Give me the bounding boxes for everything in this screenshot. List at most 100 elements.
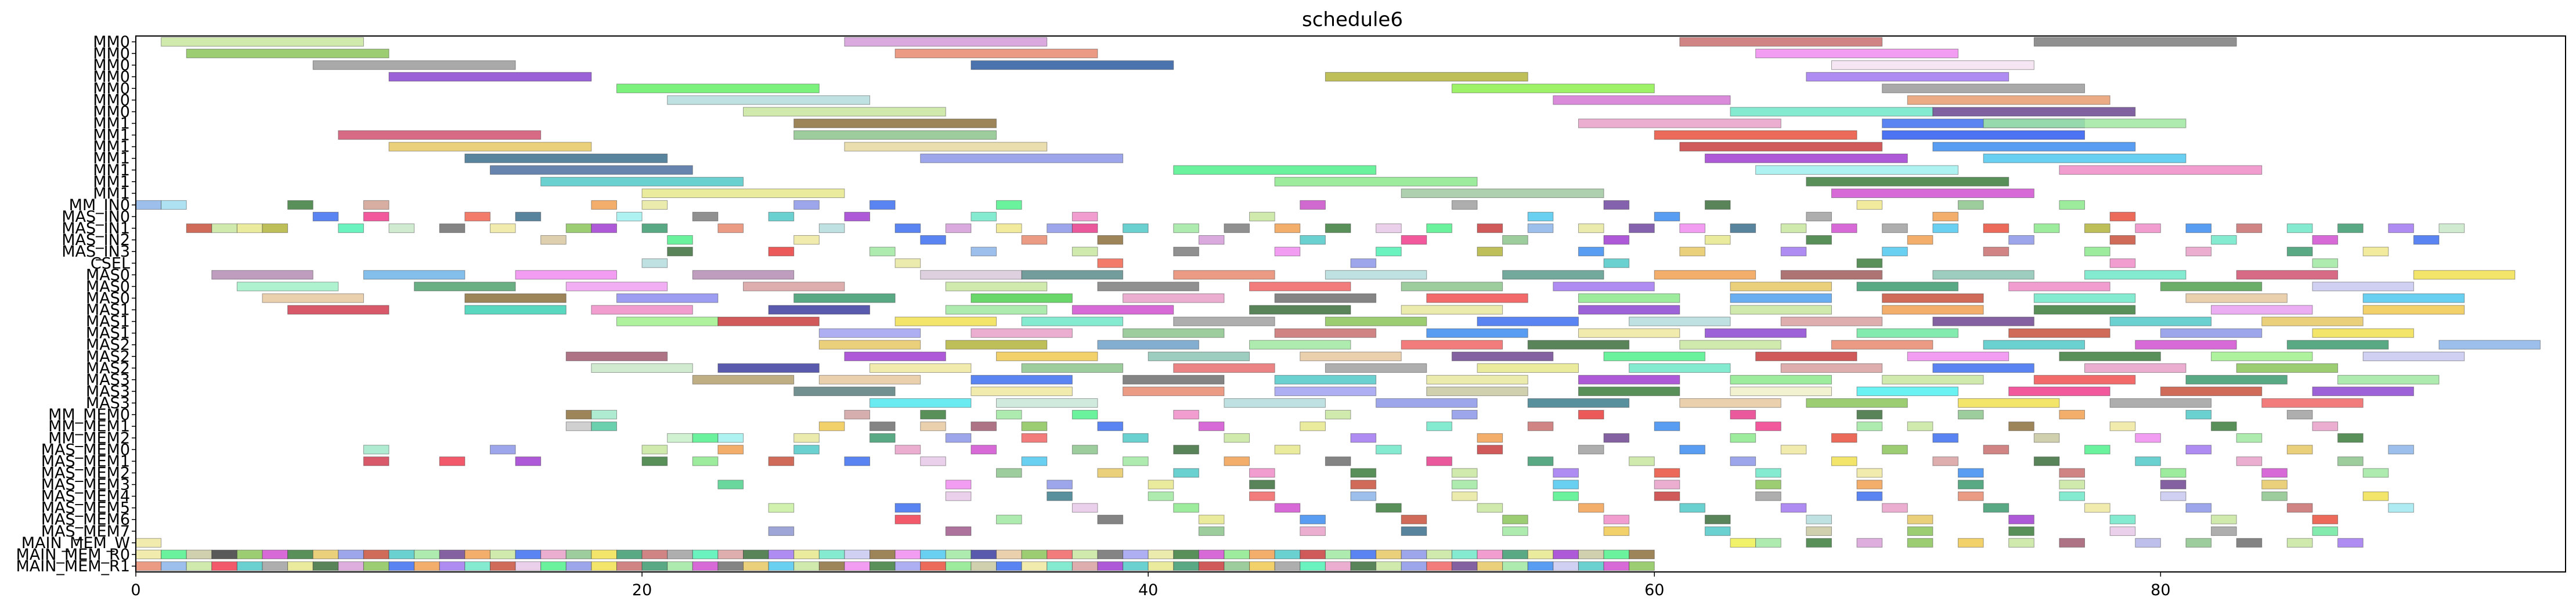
task-bar — [2362, 351, 2465, 361]
task-bar — [2084, 445, 2110, 455]
task-bar — [2236, 223, 2263, 233]
task-bar — [768, 549, 795, 560]
task-bar — [1198, 526, 1225, 536]
task-bar — [1679, 223, 1705, 233]
task-bar — [388, 223, 415, 233]
task-bar — [1755, 491, 1781, 501]
task-bar — [1806, 235, 1832, 245]
task-bar — [1426, 375, 1528, 385]
task-bar — [1527, 340, 1630, 350]
task-bar — [768, 526, 795, 536]
task-bar — [1856, 538, 1883, 548]
task-bar — [1578, 503, 1604, 513]
task-bar — [970, 375, 1073, 385]
task-bar — [186, 48, 389, 59]
task-bar — [1097, 422, 1124, 431]
task-bar — [2109, 235, 2136, 245]
task-bar — [1629, 316, 1731, 326]
task-bar — [2008, 282, 2110, 291]
task-bar — [2008, 526, 2034, 536]
task-bar — [2135, 223, 2161, 233]
task-bar — [1831, 340, 1933, 350]
task-bar — [1553, 282, 1655, 291]
task-bar — [1527, 456, 1554, 466]
task-bar — [717, 223, 744, 233]
task-bar — [1148, 561, 1174, 571]
task-bar — [1097, 235, 1124, 245]
x-tick-label: 0 — [131, 581, 140, 599]
task-bar — [2135, 538, 2161, 548]
task-bar — [2362, 491, 2389, 501]
task-bar — [1249, 480, 1275, 489]
task-bar — [1882, 247, 1908, 257]
task-bar — [1603, 549, 1630, 560]
task-bar — [2185, 538, 2212, 548]
task-bar — [2211, 422, 2237, 431]
task-bar — [1983, 445, 2009, 455]
task-bar — [1477, 247, 1503, 257]
task-bar — [2109, 398, 2212, 408]
task-bar — [1603, 200, 1630, 210]
task-bar — [717, 561, 744, 571]
task-bar — [388, 72, 592, 82]
task-bar — [591, 200, 617, 210]
task-bar — [2084, 247, 2110, 257]
task-bar — [1958, 409, 1984, 420]
task-bar — [1274, 549, 1301, 560]
task-bar — [2286, 340, 2389, 350]
task-bar — [1071, 503, 1098, 513]
task-bar — [1730, 293, 1832, 303]
task-bar — [439, 549, 466, 560]
task-bar — [489, 561, 516, 571]
task-bar — [439, 456, 466, 466]
task-bar — [1882, 84, 2086, 93]
task-bar — [1502, 514, 1528, 524]
task-bar — [616, 549, 643, 560]
y-tick-label: MAS1 — [86, 313, 130, 331]
y-tick-label: MAS_IN3 — [62, 243, 130, 261]
task-bar — [1071, 561, 1098, 571]
task-bar — [1426, 293, 1528, 303]
task-bar — [996, 398, 1098, 408]
task-bar — [2286, 538, 2313, 548]
task-bar — [1730, 223, 1756, 233]
task-bar — [1679, 247, 1705, 257]
task-bar — [1755, 538, 1781, 548]
task-bar — [996, 561, 1022, 571]
task-bar — [920, 153, 1124, 163]
task-bar — [1603, 351, 1705, 361]
task-bar — [1325, 270, 1427, 280]
task-bar — [1578, 305, 1680, 315]
task-bar — [388, 142, 592, 152]
y-tick-label: MAS2 — [86, 336, 130, 354]
task-bar — [1451, 351, 1554, 361]
task-bar — [1325, 409, 1351, 420]
task-bar — [1679, 503, 1705, 513]
task-bar — [1451, 491, 1478, 501]
task-bar — [1173, 561, 1199, 571]
task-bar — [1249, 211, 1275, 222]
task-bar — [1274, 445, 1301, 455]
task-bar — [1123, 375, 1225, 385]
task-bar — [2413, 270, 2516, 280]
task-bar — [1907, 514, 1933, 524]
task-bar — [135, 538, 162, 548]
task-bar — [515, 549, 542, 560]
task-bar — [2286, 223, 2313, 233]
task-bar — [287, 549, 313, 560]
task-bar — [667, 433, 693, 443]
task-bar — [1123, 328, 1225, 338]
task-bar — [1123, 456, 1149, 466]
task-bar — [2109, 211, 2136, 222]
task-bar — [996, 549, 1022, 560]
task-bar — [970, 386, 1073, 397]
task-bar — [1274, 293, 1377, 303]
task-bar — [920, 422, 946, 431]
y-tick-label: MAS0 — [86, 266, 130, 284]
task-bar — [1907, 235, 1933, 245]
task-bar — [1578, 118, 1781, 128]
task-bar — [970, 60, 1174, 70]
task-bar — [2211, 514, 2237, 524]
y-tick-label: MM1 — [93, 150, 130, 168]
task-bar — [1932, 363, 2034, 373]
